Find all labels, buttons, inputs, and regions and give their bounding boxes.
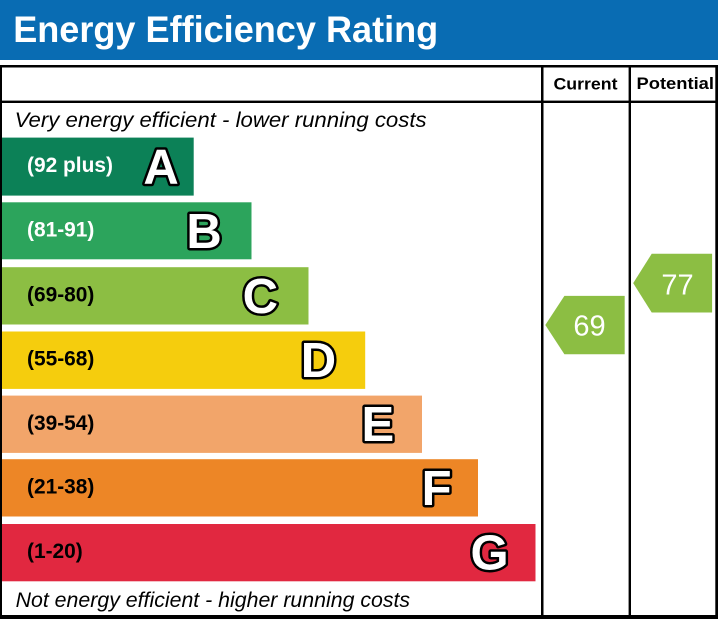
- svg-text:77: 77: [661, 269, 693, 301]
- svg-text:E: E: [361, 398, 394, 452]
- svg-text:D: D: [301, 334, 336, 388]
- svg-text:(69-80): (69-80): [27, 283, 94, 306]
- svg-text:(55-68): (55-68): [27, 348, 94, 371]
- svg-text:G: G: [470, 527, 508, 581]
- svg-text:Not energy efficient - higher: Not energy efficient - higher running co…: [16, 587, 411, 612]
- svg-text:B: B: [186, 205, 221, 259]
- svg-text:Very energy efficient - lower: Very energy efficient - lower running co…: [15, 107, 427, 132]
- svg-text:(39-54): (39-54): [27, 412, 94, 435]
- svg-text:(81-91): (81-91): [27, 218, 94, 241]
- svg-text:69: 69: [573, 310, 605, 342]
- svg-text:Potential: Potential: [637, 74, 715, 93]
- svg-text:(92 plus): (92 plus): [27, 154, 113, 177]
- svg-text:F: F: [422, 462, 452, 516]
- svg-text:A: A: [143, 141, 178, 195]
- svg-text:(21-38): (21-38): [27, 475, 94, 498]
- svg-text:Current: Current: [554, 74, 618, 93]
- svg-text:C: C: [243, 270, 278, 324]
- svg-text:(1-20): (1-20): [27, 540, 83, 563]
- svg-text:Energy Efficiency Rating: Energy Efficiency Rating: [13, 8, 438, 50]
